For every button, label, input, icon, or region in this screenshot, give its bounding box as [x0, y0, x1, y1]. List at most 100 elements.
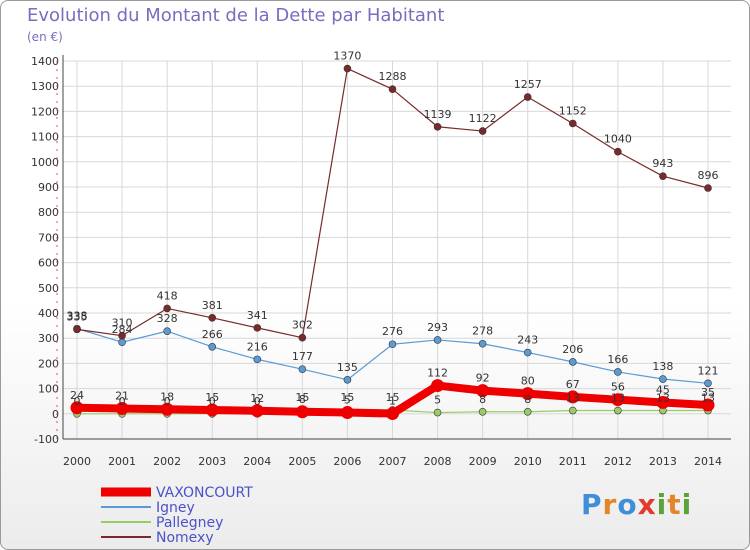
data-label: 45	[656, 383, 670, 396]
y-tick-label: 1400	[31, 55, 59, 68]
data-point	[118, 331, 126, 340]
data-label: 293	[427, 321, 448, 334]
data-point	[70, 401, 84, 415]
data-label: 302	[292, 319, 313, 332]
x-tick-label: 2011	[559, 455, 587, 468]
data-label: 341	[247, 309, 268, 322]
data-label: 0	[119, 395, 126, 408]
data-label: 5	[344, 394, 351, 407]
data-point	[208, 342, 217, 351]
y-tick-label: 1300	[31, 80, 59, 93]
data-label: 206	[562, 343, 583, 356]
data-point	[614, 406, 622, 415]
data-point	[521, 387, 535, 401]
data-label: 1152	[559, 104, 587, 117]
data-label: 80	[521, 375, 535, 388]
y-tick-label: 400	[38, 307, 59, 320]
y-tick-label: -100	[34, 433, 59, 446]
data-label: 15	[340, 391, 354, 404]
legend-label-vaxoncourt: VAXONCOURT	[156, 485, 253, 501]
data-point	[343, 375, 352, 384]
data-point	[614, 147, 622, 156]
y-tick-label: 1100	[31, 131, 59, 144]
data-label: 15	[386, 391, 400, 404]
data-label: 35	[701, 386, 715, 399]
data-label: 1040	[604, 133, 632, 146]
data-point	[163, 304, 171, 313]
data-point	[340, 406, 354, 420]
data-point	[163, 327, 171, 335]
data-point	[656, 395, 670, 409]
data-point	[701, 398, 715, 412]
data-point	[614, 368, 622, 376]
data-label: 896	[698, 169, 719, 182]
data-label: 335	[67, 310, 88, 323]
x-tick-label: 2003	[198, 455, 226, 468]
data-label: 12	[250, 392, 264, 405]
data-point	[118, 338, 126, 347]
data-label: 0	[209, 395, 216, 408]
data-point	[523, 407, 532, 416]
data-label: 15	[295, 391, 309, 404]
data-label: 18	[160, 390, 174, 403]
chart-title: Evolution du Montant de la Dette par Hab…	[27, 5, 445, 26]
data-point	[115, 402, 129, 416]
x-tick-label: 2010	[514, 455, 542, 468]
x-tick-label: 2004	[243, 455, 271, 468]
data-label: 1257	[514, 78, 542, 91]
y-tick-label: 200	[38, 357, 59, 370]
data-point	[523, 93, 532, 101]
x-tick-label: 2009	[469, 455, 497, 468]
data-point	[568, 358, 577, 366]
y-tick-label: 900	[38, 181, 59, 194]
data-label: 1370	[333, 50, 361, 63]
data-label: 13	[611, 392, 625, 405]
data-label: 177	[292, 350, 313, 363]
data-label: 276	[382, 325, 403, 338]
data-point	[659, 375, 667, 383]
data-label: 67	[566, 378, 580, 391]
data-label: 266	[202, 328, 223, 341]
proxiti-logo: Proxiti	[581, 488, 693, 521]
x-tick-label: 2014	[694, 455, 722, 468]
data-label: 381	[202, 299, 223, 312]
data-label: 278	[472, 325, 493, 338]
data-label: 0	[164, 395, 171, 408]
data-point	[431, 379, 445, 393]
data-point	[205, 403, 219, 417]
data-point	[298, 365, 307, 373]
data-point	[568, 119, 577, 128]
data-label: 166	[607, 353, 628, 366]
data-point	[478, 339, 487, 348]
data-point	[73, 325, 81, 334]
legend-label-nomexy: Nomexy	[156, 530, 214, 546]
data-point	[478, 127, 487, 135]
data-point	[433, 336, 442, 344]
y-tick-label: 300	[38, 332, 59, 345]
y-tick-label: 1000	[31, 156, 59, 169]
data-point	[298, 333, 307, 342]
data-label: 418	[157, 289, 178, 302]
data-label: 13	[566, 392, 580, 405]
data-label: 15	[205, 391, 219, 404]
data-point	[704, 184, 712, 192]
data-label: 56	[611, 381, 625, 394]
data-point	[433, 122, 442, 131]
data-point	[295, 405, 309, 419]
data-label: 328	[157, 312, 178, 325]
data-label: 310	[112, 317, 133, 330]
data-label: 338	[67, 310, 88, 323]
legend-label-pallegney: Pallegney	[156, 515, 223, 531]
y-tick-label: 500	[38, 282, 59, 295]
data-point	[476, 384, 490, 398]
data-label: 5	[434, 394, 441, 407]
data-point	[659, 172, 667, 180]
data-label: 92	[476, 372, 490, 385]
data-label: 135	[337, 361, 358, 374]
y-tick-label: 600	[38, 257, 59, 270]
data-label: 8	[524, 393, 531, 406]
data-point	[386, 407, 399, 421]
data-label: 13	[701, 392, 715, 405]
data-point	[253, 355, 262, 364]
